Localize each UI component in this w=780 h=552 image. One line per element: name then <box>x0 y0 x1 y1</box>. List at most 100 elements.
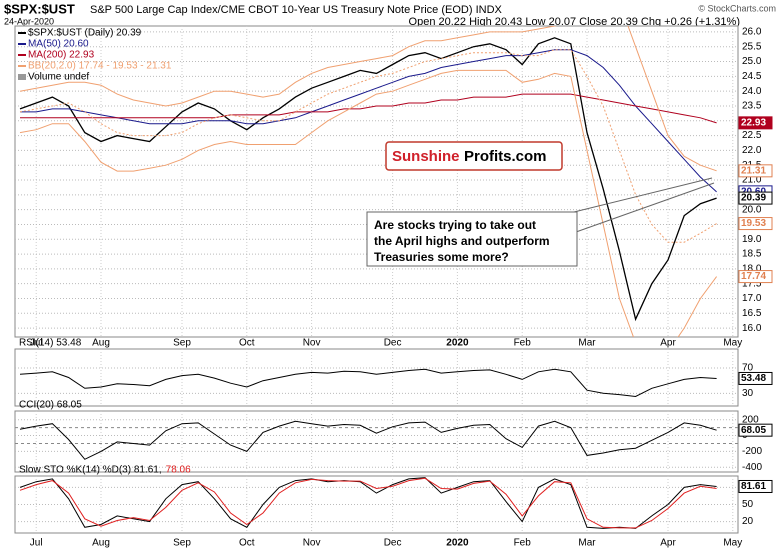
end-tag-label: 68.05 <box>741 425 766 436</box>
x-tick-label: Sep <box>173 338 191 349</box>
panel-title: RSI(14) 53.48 <box>19 338 82 349</box>
end-tag-box <box>738 116 773 130</box>
end-tag-label: 21.31 <box>741 165 766 176</box>
y-tick-label: 22.0 <box>742 145 762 156</box>
x-tick-label: Aug <box>92 538 110 549</box>
y-tick-label: 17.0 <box>742 293 762 304</box>
symbol: $SPX:$UST <box>4 1 75 16</box>
panel-title: CCI(20) 68.05 <box>19 400 82 411</box>
callout-pointer <box>573 177 713 213</box>
end-tag-label: 20.39 <box>741 193 766 204</box>
x-tick-label: Aug <box>92 338 110 349</box>
panel-frame <box>14 348 739 407</box>
logo-box <box>385 141 563 171</box>
y-tick-label: 24.5 <box>742 71 762 82</box>
x-tick-label: Nov <box>303 338 321 349</box>
x-tick-label: Mar <box>578 338 596 349</box>
y-tick-label: -200 <box>742 446 762 457</box>
y-tick-label: 16.0 <box>742 323 762 334</box>
x-tick-label: May <box>723 338 742 349</box>
y-tick-label: 21.0 <box>742 175 762 186</box>
end-tag-box <box>738 217 773 231</box>
series-line <box>19 37 717 322</box>
y-tick-label: 20.0 <box>742 204 762 215</box>
end-tag-label: 81.61 <box>741 481 766 492</box>
logo-right: Profits.com <box>464 148 547 165</box>
x-tick-label: Feb <box>514 538 532 549</box>
x-tick-label: 2020 <box>446 338 469 349</box>
y-tick-label: -400 <box>742 462 762 473</box>
x-tick-label: Apr <box>660 338 676 349</box>
series-line <box>19 420 717 460</box>
legend-label: Volume undef <box>28 72 89 83</box>
end-tag-label: 19.53 <box>741 218 766 229</box>
series-line <box>19 368 717 398</box>
credit: © StockCharts.com <box>698 3 776 13</box>
y-tick-label: 200 <box>742 414 759 425</box>
y-tick-label: 19.0 <box>742 234 762 245</box>
legend-label: $SPX:$UST (Daily) 20.39 <box>28 28 142 39</box>
panel-frame <box>14 410 739 473</box>
x-tick-label: Sep <box>173 538 191 549</box>
x-tick-label: Dec <box>384 538 402 549</box>
end-tag-box <box>738 479 773 493</box>
date: 24-Apr-2020 <box>4 16 54 26</box>
callout-line: Are stocks trying to take out <box>374 218 536 232</box>
callout-line: Treasuries some more? <box>374 250 509 264</box>
y-tick-label: 22.5 <box>742 130 762 141</box>
end-tag-box <box>738 191 773 205</box>
callout-box <box>366 211 578 267</box>
end-tag-label: 53.48 <box>741 373 766 384</box>
series-line <box>19 69 718 337</box>
x-tick-label: Mar <box>578 538 596 549</box>
y-tick-label: 16.5 <box>742 308 762 319</box>
callout: Are stocks trying to take out the April … <box>366 177 715 267</box>
y-tick-label: 70 <box>742 363 754 374</box>
ohlc: Open 20.22 High 20.43 Low 20.07 Close 20… <box>409 16 740 28</box>
end-tag-box <box>738 270 773 284</box>
x-tick-label: Jul <box>30 338 43 349</box>
legend-label: BB(20,2.0) 17.74 - 19.53 - 21.31 <box>28 61 172 72</box>
y-tick-label: 20 <box>742 516 754 527</box>
x-tick-label: Oct <box>239 338 255 349</box>
series-line <box>20 93 717 124</box>
series-line <box>19 477 717 529</box>
x-tick-label: 2020 <box>446 538 469 549</box>
y-tick-label: 25.0 <box>742 56 762 67</box>
x-tick-label: Apr <box>660 538 676 549</box>
x-tick-label: Nov <box>303 538 321 549</box>
end-tag-box <box>738 371 773 385</box>
description: S&P 500 Large Cap Index/CME CBOT 10-Year… <box>90 4 503 16</box>
end-tag-label: 17.74 <box>741 271 766 282</box>
x-tick-label: May <box>723 538 742 549</box>
x-tick-label: Feb <box>514 338 532 349</box>
x-tick-label: Oct <box>239 538 255 549</box>
legend-label: MA(200) 22.93 <box>28 50 95 61</box>
y-tick-label: 26.0 <box>742 27 762 38</box>
x-tick-label: Jul <box>30 538 43 549</box>
legend-label: MA(50) 20.60 <box>28 39 89 50</box>
legend-swatch <box>18 74 26 80</box>
x-tick-label: Dec <box>384 338 402 349</box>
y-tick-label: 23.5 <box>742 101 762 112</box>
panel-title-extra: 78.06 <box>166 465 191 476</box>
logo: Sunshine Profits.com <box>385 141 563 171</box>
logo-left: Sunshine <box>392 148 460 165</box>
callout-line: the April highs and outperform <box>374 234 550 248</box>
callout-pointer <box>575 182 715 233</box>
series-line <box>20 49 717 193</box>
y-tick-label: 30 <box>742 388 754 399</box>
y-tick-label: 50 <box>742 499 754 510</box>
end-tag-label: 22.93 <box>741 117 766 128</box>
panel-frame <box>14 25 739 338</box>
y-tick-label: 18.5 <box>742 249 762 260</box>
series-line <box>19 49 717 243</box>
y-tick-label: 18.0 <box>742 264 762 275</box>
series-line <box>19 26 717 172</box>
y-tick-label: 24.0 <box>742 86 762 97</box>
series-line <box>19 477 717 529</box>
end-tag-box <box>738 164 773 178</box>
y-tick-label: 25.5 <box>742 41 762 52</box>
panel-title: Slow STO %K(14) %D(3) 81.61, <box>19 465 162 476</box>
